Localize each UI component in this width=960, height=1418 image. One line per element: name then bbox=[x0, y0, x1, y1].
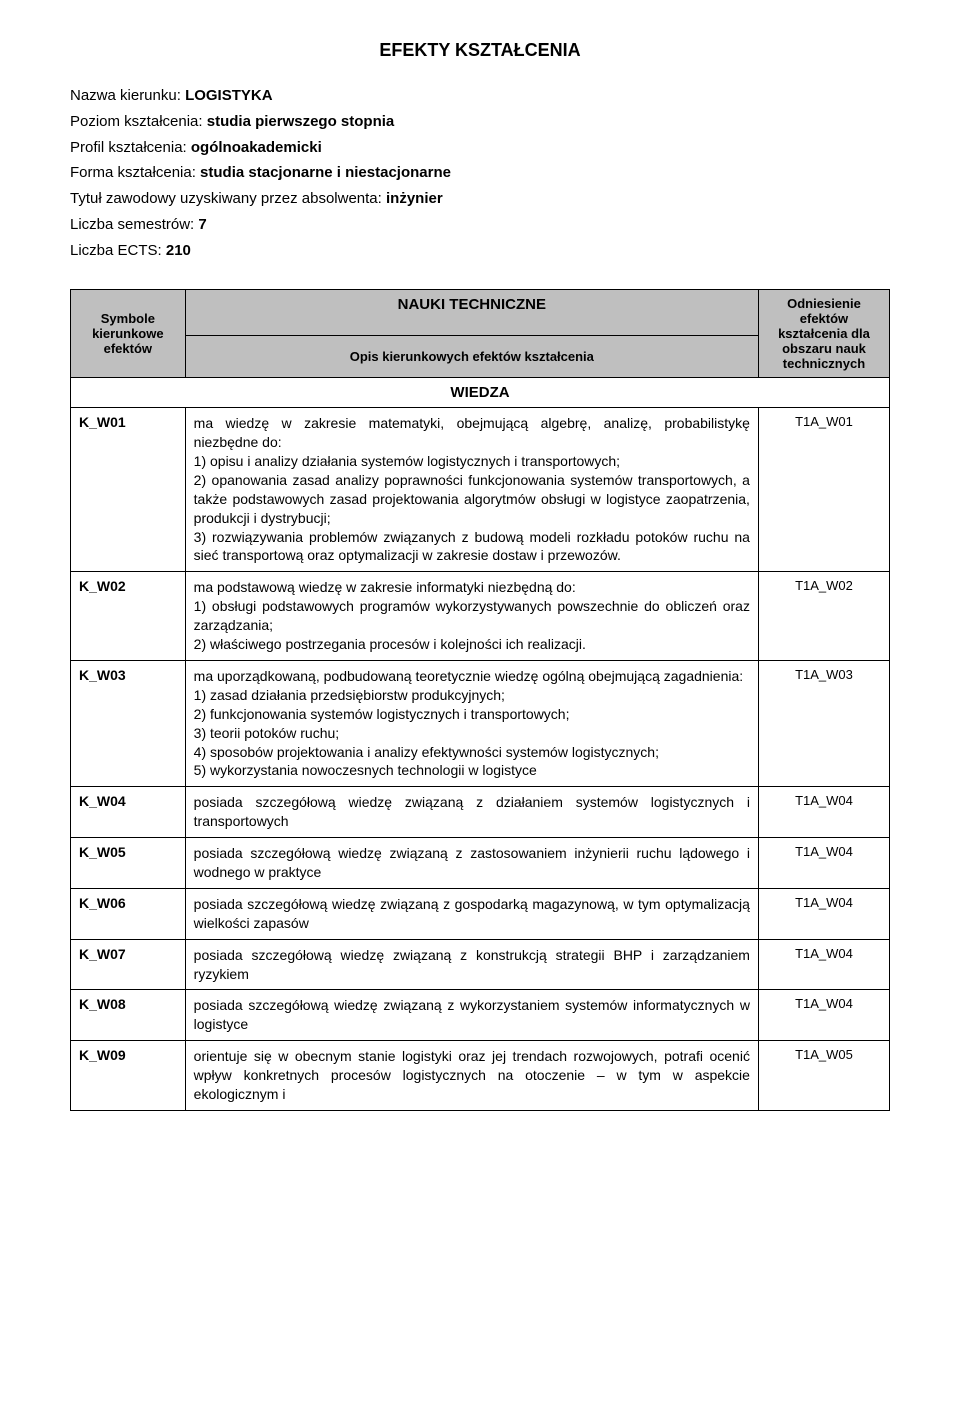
col-header-opis: Opis kierunkowych efektów kształcenia bbox=[185, 335, 758, 377]
row-desc: ma wiedzę w zakresie matematyki, obejmuj… bbox=[185, 408, 758, 572]
row-code: K_W08 bbox=[71, 990, 186, 1041]
row-code: K_W03 bbox=[71, 660, 186, 786]
meta-label: Liczba semestrów: bbox=[70, 216, 194, 233]
row-ref: T1A_W04 bbox=[758, 888, 889, 939]
table-row: K_W08posiada szczegółową wiedzę związaną… bbox=[71, 990, 890, 1041]
table-row: K_W04posiada szczegółową wiedzę związaną… bbox=[71, 787, 890, 838]
col-header-symbole: Symbole kierunkowe efektów bbox=[71, 290, 186, 378]
col-header-nauki: NAUKI TECHNICZNE bbox=[185, 290, 758, 336]
row-ref: T1A_W02 bbox=[758, 572, 889, 661]
meta-label: Poziom kształcenia: bbox=[70, 113, 203, 130]
meta-nazwa: Nazwa kierunku: LOGISTYKA bbox=[70, 85, 890, 107]
row-code: K_W09 bbox=[71, 1041, 186, 1111]
table-row: K_W09orientuje się w obecnym stanie logi… bbox=[71, 1041, 890, 1111]
table-header-top-row: Symbole kierunkowe efektów NAUKI TECHNIC… bbox=[71, 290, 890, 336]
row-desc: ma podstawową wiedzę w zakresie informat… bbox=[185, 572, 758, 661]
row-desc: posiada szczegółową wiedzę związaną z go… bbox=[185, 888, 758, 939]
table-row: K_W03ma uporządkowaną, podbudowaną teore… bbox=[71, 660, 890, 786]
meta-value: ogólnoakademicki bbox=[191, 139, 322, 156]
meta-poziom: Poziom kształcenia: studia pierwszego st… bbox=[70, 111, 890, 133]
col-header-odniesienie: Odniesienie efektów kształcenia dla obsz… bbox=[758, 290, 889, 378]
meta-value: 210 bbox=[166, 242, 191, 259]
row-code: K_W02 bbox=[71, 572, 186, 661]
row-desc: ma uporządkowaną, podbudowaną teoretyczn… bbox=[185, 660, 758, 786]
row-desc: posiada szczegółową wiedzę związaną z wy… bbox=[185, 990, 758, 1041]
meta-value: inżynier bbox=[386, 190, 443, 207]
row-desc: posiada szczegółową wiedzę związaną z ko… bbox=[185, 939, 758, 990]
meta-profil: Profil kształcenia: ogólnoakademicki bbox=[70, 137, 890, 159]
meta-tytul: Tytuł zawodowy uzyskiwany przez absolwen… bbox=[70, 188, 890, 210]
efekty-table: Symbole kierunkowe efektów NAUKI TECHNIC… bbox=[70, 289, 890, 1111]
row-ref: T1A_W04 bbox=[758, 990, 889, 1041]
table-section-row: WIEDZA bbox=[71, 378, 890, 408]
table-row: K_W07posiada szczegółową wiedzę związaną… bbox=[71, 939, 890, 990]
table-row: K_W01ma wiedzę w zakresie matematyki, ob… bbox=[71, 408, 890, 572]
page: EFEKTY KSZTAŁCENIA Nazwa kierunku: LOGIS… bbox=[0, 0, 960, 1418]
meta-value: studia stacjonarne i niestacjonarne bbox=[200, 164, 451, 181]
page-title: EFEKTY KSZTAŁCENIA bbox=[70, 40, 890, 61]
row-ref: T1A_W04 bbox=[758, 838, 889, 889]
meta-label: Nazwa kierunku: bbox=[70, 87, 181, 104]
meta-value: LOGISTYKA bbox=[185, 87, 273, 104]
meta-value: studia pierwszego stopnia bbox=[207, 113, 395, 130]
row-ref: T1A_W01 bbox=[758, 408, 889, 572]
row-code: K_W05 bbox=[71, 838, 186, 889]
meta-label: Profil kształcenia: bbox=[70, 139, 187, 156]
table-row: K_W06posiada szczegółową wiedzę związaną… bbox=[71, 888, 890, 939]
meta-sem: Liczba semestrów: 7 bbox=[70, 214, 890, 236]
meta-block: Nazwa kierunku: LOGISTYKA Poziom kształc… bbox=[70, 85, 890, 261]
row-desc: posiada szczegółową wiedzę związaną z dz… bbox=[185, 787, 758, 838]
row-desc: posiada szczegółową wiedzę związaną z za… bbox=[185, 838, 758, 889]
meta-forma: Forma kształcenia: studia stacjonarne i … bbox=[70, 162, 890, 184]
table-row: K_W02ma podstawową wiedzę w zakresie inf… bbox=[71, 572, 890, 661]
row-ref: T1A_W04 bbox=[758, 787, 889, 838]
meta-ects: Liczba ECTS: 210 bbox=[70, 240, 890, 262]
meta-label: Forma kształcenia: bbox=[70, 164, 196, 181]
meta-label: Tytuł zawodowy uzyskiwany przez absolwen… bbox=[70, 190, 382, 207]
row-code: K_W07 bbox=[71, 939, 186, 990]
row-ref: T1A_W05 bbox=[758, 1041, 889, 1111]
meta-label: Liczba ECTS: bbox=[70, 242, 162, 259]
row-code: K_W01 bbox=[71, 408, 186, 572]
row-desc: orientuje się w obecnym stanie logistyki… bbox=[185, 1041, 758, 1111]
row-code: K_W04 bbox=[71, 787, 186, 838]
row-ref: T1A_W03 bbox=[758, 660, 889, 786]
table-row: K_W05posiada szczegółową wiedzę związaną… bbox=[71, 838, 890, 889]
meta-value: 7 bbox=[198, 216, 206, 233]
row-code: K_W06 bbox=[71, 888, 186, 939]
row-ref: T1A_W04 bbox=[758, 939, 889, 990]
section-header: WIEDZA bbox=[71, 378, 890, 408]
